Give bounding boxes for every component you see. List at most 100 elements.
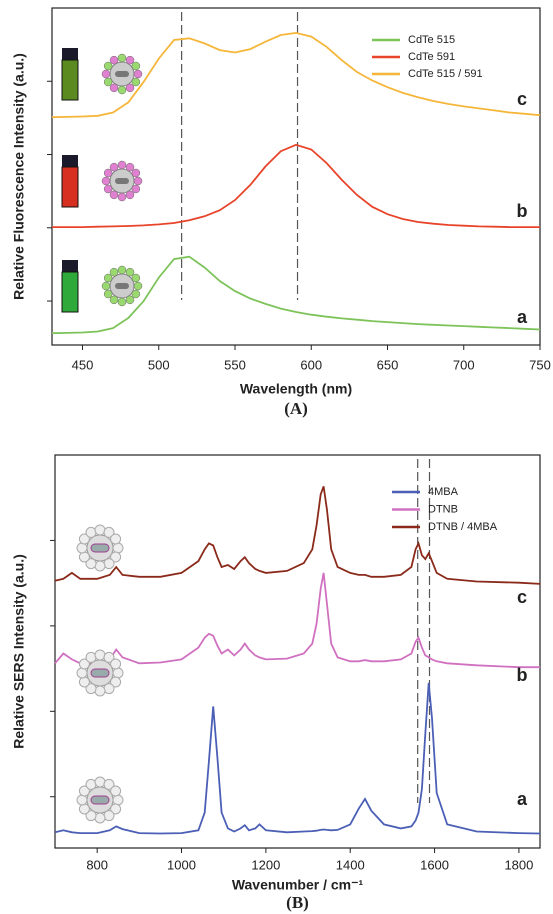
x-tick-label: 1200 bbox=[251, 857, 280, 872]
rod bbox=[115, 71, 129, 77]
vial bbox=[61, 166, 79, 208]
dot bbox=[131, 184, 141, 194]
dot bbox=[125, 83, 135, 93]
dot bbox=[125, 162, 135, 172]
dot bbox=[125, 55, 135, 65]
trace-label: a bbox=[517, 789, 528, 809]
legend-label: CdTe 515 / 591 bbox=[408, 68, 483, 80]
x-tick-label: 1400 bbox=[336, 857, 365, 872]
x-tick-label: 500 bbox=[148, 357, 170, 372]
y-axis-label: Relative SERS Intensity (a.u.) bbox=[11, 554, 27, 749]
dot bbox=[117, 85, 127, 95]
plot-frame bbox=[54, 454, 541, 849]
x-tick-label: 1600 bbox=[420, 857, 449, 872]
dot bbox=[94, 524, 106, 536]
dot bbox=[131, 168, 141, 178]
legend-label: CdTe 515 bbox=[408, 34, 455, 46]
caption: (B) bbox=[286, 893, 309, 912]
dot bbox=[85, 778, 97, 790]
x-tick-label: 450 bbox=[72, 357, 94, 372]
rod bbox=[90, 543, 110, 553]
rod bbox=[115, 178, 129, 184]
x-tick-label: 1000 bbox=[167, 857, 196, 872]
rod bbox=[90, 795, 110, 805]
dot bbox=[101, 281, 111, 291]
dot bbox=[85, 683, 97, 695]
dot bbox=[85, 558, 97, 570]
x-tick-label: 700 bbox=[453, 357, 475, 372]
x-tick-label: 550 bbox=[224, 357, 246, 372]
dot bbox=[109, 55, 119, 65]
vial bbox=[61, 59, 79, 101]
dot bbox=[78, 658, 90, 670]
dot bbox=[110, 785, 122, 797]
dot bbox=[103, 168, 113, 178]
x-axis-label: Wavelength (nm) bbox=[240, 381, 352, 397]
dot bbox=[110, 658, 122, 670]
trace-label: c bbox=[517, 587, 527, 607]
dot bbox=[103, 61, 113, 71]
dot bbox=[94, 560, 106, 572]
x-axis-label: Wavenumber / cm⁻¹ bbox=[232, 877, 364, 893]
legend-label: DTNB bbox=[428, 503, 458, 515]
dot bbox=[117, 53, 127, 63]
vial-cap bbox=[62, 155, 78, 167]
x-tick-label: 1800 bbox=[504, 857, 533, 872]
dot bbox=[103, 289, 113, 299]
dot bbox=[133, 176, 143, 186]
dot bbox=[103, 810, 115, 822]
dot bbox=[133, 69, 143, 79]
trace-label: b bbox=[517, 665, 528, 685]
rod bbox=[115, 283, 129, 289]
series-line bbox=[51, 31, 541, 119]
dot bbox=[94, 776, 106, 788]
dot bbox=[117, 265, 127, 275]
dot bbox=[94, 812, 106, 824]
dot bbox=[85, 526, 97, 538]
trace-label: b bbox=[517, 201, 528, 221]
dot bbox=[103, 651, 115, 663]
dot bbox=[78, 676, 90, 688]
dot bbox=[117, 192, 127, 202]
legend-label: DTNB / 4MBA bbox=[428, 521, 498, 533]
dot bbox=[131, 289, 141, 299]
dot bbox=[109, 190, 119, 200]
vial-cap bbox=[62, 48, 78, 60]
dot bbox=[112, 794, 124, 806]
dot bbox=[109, 83, 119, 93]
dot bbox=[125, 267, 135, 277]
dot bbox=[94, 649, 106, 661]
trace-label: c bbox=[517, 89, 527, 109]
dot bbox=[94, 685, 106, 697]
dot bbox=[103, 273, 113, 283]
dot bbox=[78, 533, 90, 545]
dot bbox=[103, 558, 115, 570]
dot bbox=[110, 803, 122, 815]
series-line bbox=[54, 682, 541, 835]
dot bbox=[78, 803, 90, 815]
dot bbox=[101, 176, 111, 186]
vial bbox=[61, 271, 79, 313]
dot bbox=[133, 281, 143, 291]
dot bbox=[85, 651, 97, 663]
x-tick-label: 600 bbox=[300, 357, 322, 372]
dot bbox=[110, 551, 122, 563]
dot bbox=[117, 297, 127, 307]
dot bbox=[103, 184, 113, 194]
dot bbox=[112, 667, 124, 679]
x-tick-label: 800 bbox=[86, 857, 108, 872]
dot bbox=[125, 190, 135, 200]
rod bbox=[90, 668, 110, 678]
dot bbox=[131, 77, 141, 87]
dot bbox=[76, 667, 88, 679]
dot bbox=[103, 526, 115, 538]
dot bbox=[78, 785, 90, 797]
dot bbox=[131, 273, 141, 283]
dot bbox=[109, 295, 119, 305]
x-tick-label: 750 bbox=[529, 357, 551, 372]
series-line bbox=[52, 143, 540, 228]
dot bbox=[109, 267, 119, 277]
dot bbox=[78, 551, 90, 563]
dot bbox=[109, 162, 119, 172]
